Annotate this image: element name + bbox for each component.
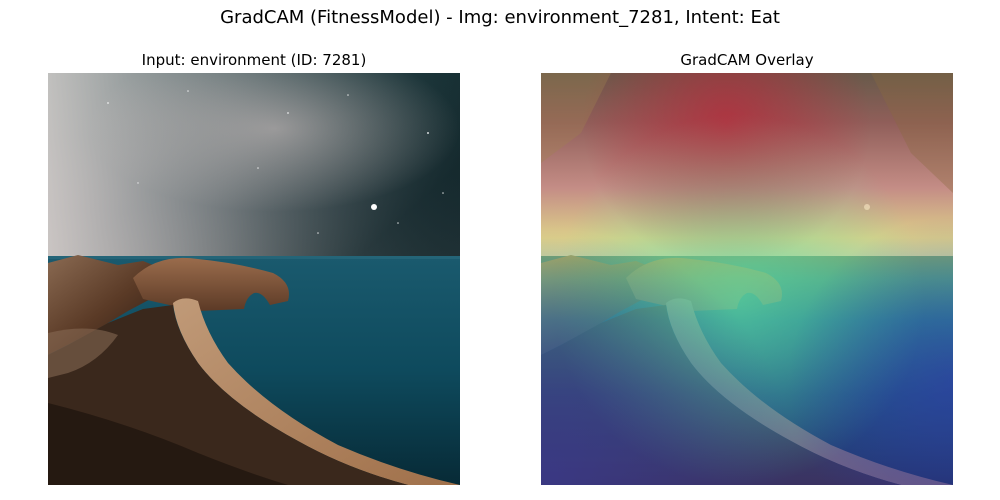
gradcam-overlay-image: [541, 73, 953, 485]
figure-title: GradCAM (FitnessModel) - Img: environmen…: [220, 7, 780, 28]
input-panel-title: Input: environment (ID: 7281): [141, 51, 367, 69]
cliff-arch: [133, 257, 289, 311]
beach: [173, 298, 460, 485]
bright-star: [371, 204, 377, 210]
milky-way: [48, 73, 460, 258]
input-image-canvas: [48, 73, 460, 485]
overlay-canvas: [541, 73, 953, 485]
heatmap-layer: [541, 73, 953, 485]
input-image: [48, 73, 460, 485]
stars: [107, 90, 444, 234]
overlay-panel-title: GradCAM Overlay: [680, 51, 814, 69]
